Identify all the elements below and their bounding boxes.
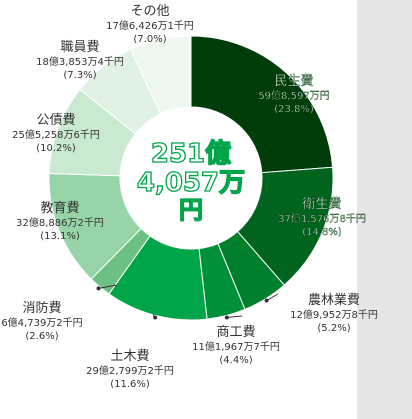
leader-dot-3 [264, 298, 269, 303]
slice-label-name-10: その他 [130, 4, 169, 19]
slice-label-amount-8: 25億5,258万6千円 [12, 128, 100, 141]
leader-lines [96, 284, 279, 320]
total-line-2: 4,057万 [137, 168, 245, 198]
slice-label-name-3: 農林業費 [308, 292, 360, 308]
slice-label-amount-9: 18億3,853万4千円 [36, 55, 124, 68]
leader-line-4 [226, 315, 243, 318]
slice-label-amount-3: 12億9,952万8千円 [290, 308, 378, 321]
slice-label-amount-7: 32億8,886万2千円 [16, 216, 104, 229]
leader-dot-6 [96, 286, 101, 291]
slice-label-name-9: 職員費 [60, 40, 99, 55]
donut-slices [48, 35, 334, 321]
slice-label-name-8: 公債費 [36, 113, 75, 128]
slice-label-name-2: 衛生費 [302, 197, 341, 212]
donut-hole [120, 107, 262, 249]
slice-label-amount-1: 59億8,597万円 [258, 89, 329, 102]
total-line-1: 251億 [151, 139, 231, 169]
leader-line-3 [266, 293, 279, 301]
slice-label-amount-2: 37億1,576万8千円 [278, 212, 366, 225]
slice-label-amount-4: 11億1,967万7千円 [192, 340, 280, 353]
slice-label-name-5: 土木費 [110, 349, 149, 364]
leader-dot-4 [224, 315, 229, 320]
slice-label-percent-7: (13.1%) [40, 231, 80, 242]
slice-label-percent-10: (7.0%) [133, 34, 166, 45]
slice-label-name-1: 民生費 [274, 74, 313, 89]
slice-label-percent-4: (4.4%) [219, 355, 252, 366]
total-line-3: 円 [179, 196, 203, 224]
slice-10 [129, 35, 192, 115]
slice-label-percent-6: (2.6%) [25, 331, 58, 342]
slice-label-amount-5: 29億2,799万2千円 [86, 364, 174, 377]
leader-dot-5 [153, 315, 158, 320]
total-label: 251億 4,057万 円 [136, 138, 246, 224]
slice-label-name-4: 商工費 [216, 325, 255, 340]
slice-label-percent-5: (11.6%) [110, 379, 150, 390]
slice-label-percent-8: (10.2%) [36, 143, 76, 154]
leader-line-6 [98, 284, 118, 289]
slice-label-amount-10: 17億6,426万1千円 [106, 19, 194, 32]
slice-label-percent-1: (23.8%) [274, 104, 314, 115]
slice-label-name-6: 消防費 [22, 300, 61, 316]
slice-label-percent-9: (7.3%) [63, 70, 96, 81]
slice-label-percent-3: (5.2%) [317, 323, 350, 334]
scrollbar-track [357, 0, 412, 419]
slice-label-amount-6: 6億4,739万2千円 [1, 316, 82, 329]
slice-label-percent-2: (14.8%) [302, 227, 342, 238]
slice-label-name-7: 教育費 [40, 200, 79, 216]
